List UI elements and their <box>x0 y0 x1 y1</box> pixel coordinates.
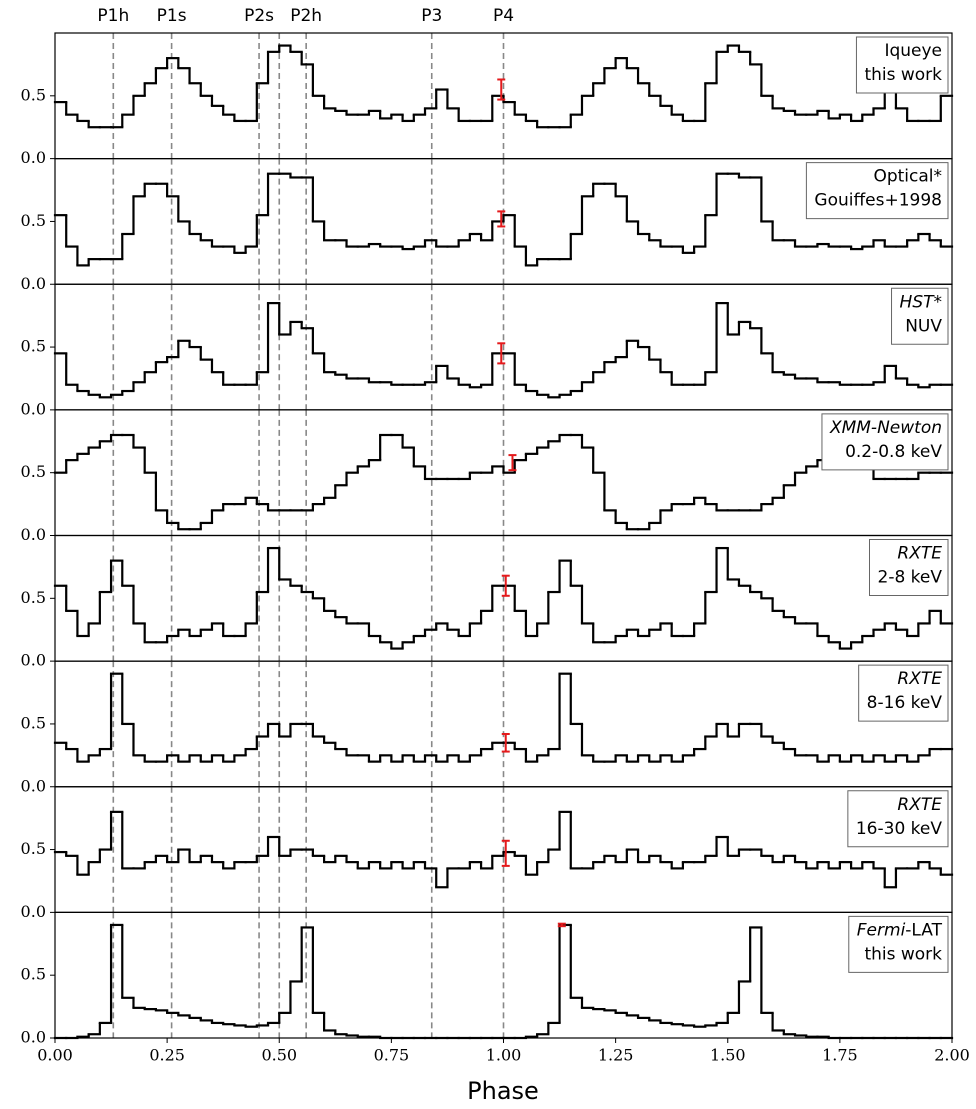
y-tick-label: 0.5 <box>21 588 46 607</box>
marker-label: P2h <box>290 6 322 26</box>
legend-box <box>847 790 949 848</box>
x-tick-label: 0.25 <box>149 1046 185 1065</box>
y-tick-label: 0.0 <box>21 651 46 670</box>
y-tick-label: 0.5 <box>21 211 46 230</box>
y-tick-label: 0.5 <box>21 839 46 858</box>
y-tick-label: 0.5 <box>21 462 46 481</box>
panel-label-part: HST* <box>900 292 942 312</box>
marker-label: P3 <box>421 6 442 26</box>
panel-label: 8-16 keV <box>867 693 943 713</box>
y-tick-label: 0.5 <box>21 85 46 104</box>
x-axis-label: Phase <box>467 1077 539 1105</box>
panel-label: HST* <box>900 292 942 312</box>
panel-label-part: Iqueye <box>884 41 942 61</box>
y-tick-label: 0.5 <box>21 337 46 356</box>
panel-label-part: Fermi <box>857 920 906 940</box>
y-tick-label: 0.5 <box>21 713 46 732</box>
legend-box <box>891 287 949 345</box>
panel-legend: Fermi-LAT this work <box>848 915 949 973</box>
panel-label: Gouiffes+1998 <box>814 191 942 211</box>
panel-label-part: -LAT <box>905 920 942 940</box>
panel-label: XMM-Newton <box>829 418 942 438</box>
x-tick-label: 1.50 <box>710 1046 746 1065</box>
panel-legend: Optical* Gouiffes+1998 <box>805 162 949 220</box>
panel-label: RXTE <box>897 544 942 564</box>
legend-box <box>805 162 949 220</box>
x-tick-label: 2.00 <box>934 1046 970 1065</box>
legend-box <box>848 915 949 973</box>
panel-legend: XMM-Newton 0.2-0.8 keV <box>821 413 949 471</box>
panel-label-part: XMM-Newton <box>829 418 942 438</box>
panel-label: 0.2-0.8 keV <box>845 442 942 462</box>
y-tick-label: 0.0 <box>21 776 46 795</box>
step-connector <box>76 924 830 1038</box>
legend-box <box>855 36 949 94</box>
marker-label: P1s <box>157 6 187 26</box>
panel-label-part: 8-16 keV <box>867 693 943 713</box>
marker-label: P1h <box>97 6 129 26</box>
panel-label: RXTE <box>897 669 942 689</box>
panel-label: Optical* <box>873 167 942 187</box>
panel-label: this work <box>864 65 942 85</box>
marker-label: P2s <box>244 6 274 26</box>
panel-label-part: 2-8 keV <box>878 568 943 588</box>
y-tick-label: 0.0 <box>21 902 46 921</box>
x-tick-label: 0.75 <box>374 1046 410 1065</box>
x-tick-label: 0.50 <box>261 1046 297 1065</box>
x-tick-label: 1.00 <box>486 1046 522 1065</box>
panel-label: Fermi-LAT <box>857 920 943 940</box>
panel-label-part: this work <box>864 65 942 85</box>
panel-legend: RXTE 8-16 keV <box>858 664 949 722</box>
panel-label-part: Gouiffes+1998 <box>814 191 942 211</box>
panel-label-part: this work <box>864 944 942 964</box>
panel-label-part: RXTE <box>897 795 942 815</box>
panel-label: NUV <box>905 316 942 336</box>
x-tick-label: 1.25 <box>598 1046 634 1065</box>
y-tick-label: 0.0 <box>21 148 46 167</box>
y-tick-label: 0.0 <box>21 399 46 418</box>
legend-box <box>869 539 949 596</box>
panel-legend: RXTE 16-30 keV <box>847 790 949 848</box>
panel-label-part: NUV <box>905 316 942 336</box>
panel-label-part: RXTE <box>897 669 942 689</box>
y-tick-label: 0.5 <box>21 965 46 984</box>
panel-label-part: RXTE <box>897 544 942 564</box>
x-tick-label: 0.00 <box>37 1046 73 1065</box>
panel-label-part: Optical* <box>873 167 942 187</box>
panel-label: Iqueye <box>884 41 942 61</box>
panel-legend: HST* NUV <box>891 287 949 345</box>
panel-label: 16-30 keV <box>856 819 942 839</box>
panel-label: RXTE <box>897 795 942 815</box>
panel-legend: RXTE 2-8 keV <box>869 539 949 596</box>
x-tick-label: 1.75 <box>822 1046 858 1065</box>
legend-box <box>858 664 949 722</box>
y-tick-label: 0.0 <box>21 525 46 544</box>
y-tick-label: 0.0 <box>21 1028 46 1047</box>
legend-box <box>821 413 949 471</box>
panel-label: 2-8 keV <box>878 568 943 588</box>
y-tick-label: 0.0 <box>21 274 46 293</box>
panel-label-part: 16-30 keV <box>856 819 942 839</box>
marker-label: P4 <box>493 6 514 26</box>
panel-label: this work <box>864 944 942 964</box>
panel-legend: Iqueye this work <box>855 36 949 94</box>
panel-label-part: 0.2-0.8 keV <box>845 442 942 462</box>
